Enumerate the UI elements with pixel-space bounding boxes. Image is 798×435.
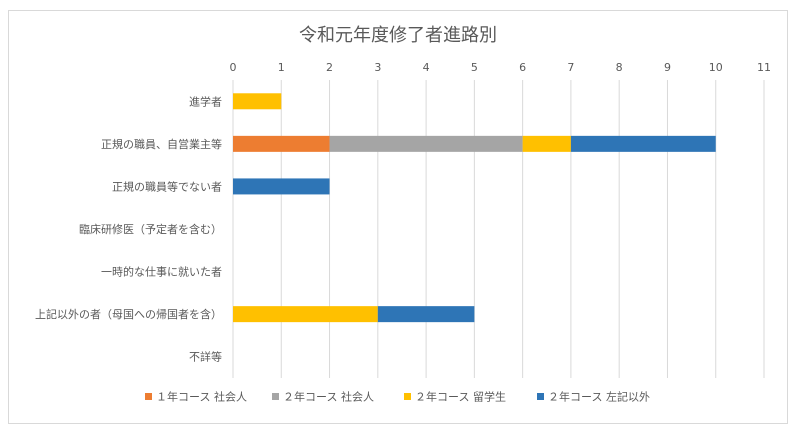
bar-segment: [522, 135, 571, 152]
legend-label: １年コース 社会人: [156, 390, 247, 404]
bar-segment: [329, 135, 523, 152]
x-tick-label: 2: [326, 61, 333, 74]
bar-segment: [377, 306, 475, 323]
legend-swatch: [272, 393, 279, 400]
x-tick-label: 4: [423, 61, 430, 74]
category-label: 上記以外の者（母国への帰国者を含）: [35, 307, 222, 321]
gridlines: [232, 80, 765, 378]
x-tick-label: 6: [519, 61, 526, 74]
category-label: 正規の職員、自営業主等: [101, 137, 222, 151]
legend-swatch: [404, 393, 411, 400]
bar-segment: [233, 135, 330, 152]
bars: [233, 93, 716, 323]
bar-segment: [570, 135, 716, 152]
x-tick-label: 7: [567, 61, 574, 74]
category-label: 正規の職員等でない者: [112, 179, 222, 193]
legend-swatch: [537, 393, 544, 400]
category-label: 一時的な仕事に就いた者: [101, 265, 222, 279]
legend: １年コース 社会人 ２年コース 社会人 ２年コース 留学生 ２年コース 左記以外: [145, 390, 650, 404]
chart-frame: [8, 10, 788, 424]
x-tick-label: 9: [664, 61, 671, 74]
x-tick-label: 5: [471, 61, 478, 74]
legend-label: ２年コース 左記以外: [548, 390, 650, 404]
category-label: 不詳等: [189, 350, 222, 364]
x-tick-label: 11: [757, 61, 771, 74]
category-label: 臨床研修医（予定者を含む）: [79, 222, 222, 236]
legend-label: ２年コース 社会人: [283, 390, 374, 404]
bar-segment: [233, 93, 282, 110]
x-tick-label: 3: [374, 61, 381, 74]
legend-swatch: [145, 393, 152, 400]
x-axis-ticks: 0 1 2 3 4 5 6 7 8 9 10 11: [230, 61, 772, 74]
legend-label: ２年コース 留学生: [415, 390, 506, 404]
x-tick-label: 0: [230, 61, 237, 74]
chart-title: 令和元年度修了者進路別: [299, 25, 497, 46]
category-label: 進学者: [189, 94, 222, 108]
bar-segment: [233, 178, 330, 195]
x-tick-label: 1: [278, 61, 285, 74]
x-tick-label: 10: [709, 61, 723, 74]
bar-segment: [233, 306, 378, 323]
x-tick-label: 8: [616, 61, 623, 74]
